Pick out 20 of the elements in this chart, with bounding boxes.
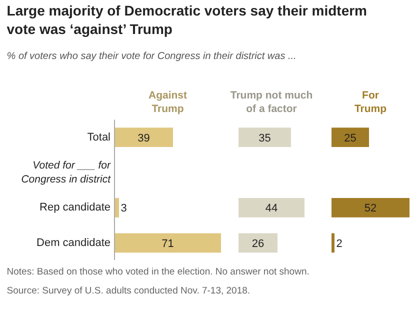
- chart-title: Trump not much of a factor: [230, 90, 313, 115]
- data-label: 44: [265, 202, 278, 215]
- source-note: Source: Survey of U.S. adults conducted Nov. 7-13, 2018.: [6, 285, 250, 296]
- text: Large majority of Democratic voters say their midterm vote was ‘against’ Trump: [6, 2, 368, 37]
- data-label: 52: [364, 202, 377, 215]
- data-label: 2: [336, 238, 342, 250]
- data-label: 26: [252, 238, 264, 250]
- data-label: 3: [120, 202, 127, 215]
- y-tick-label: Voted for ___ for Congress in district: [21, 159, 112, 186]
- y-tick-label: Dem candidate: [36, 236, 111, 249]
- data-label: 71: [162, 238, 174, 250]
- chart-title: Against Trump: [148, 90, 188, 115]
- data-label: 39: [138, 132, 150, 144]
- data-label: 25: [344, 132, 356, 144]
- y-tick-label: Rep candidate: [40, 202, 111, 214]
- text: Notes: Based on those who voted in the election. No answer not shown.: [6, 266, 310, 278]
- text: % of voters who say their vote for Congress in their district was ...: [6, 51, 296, 62]
- data-label: 35: [258, 132, 271, 144]
- chart-title: For Trump: [354, 90, 387, 115]
- y-tick-label: Total: [87, 131, 111, 144]
